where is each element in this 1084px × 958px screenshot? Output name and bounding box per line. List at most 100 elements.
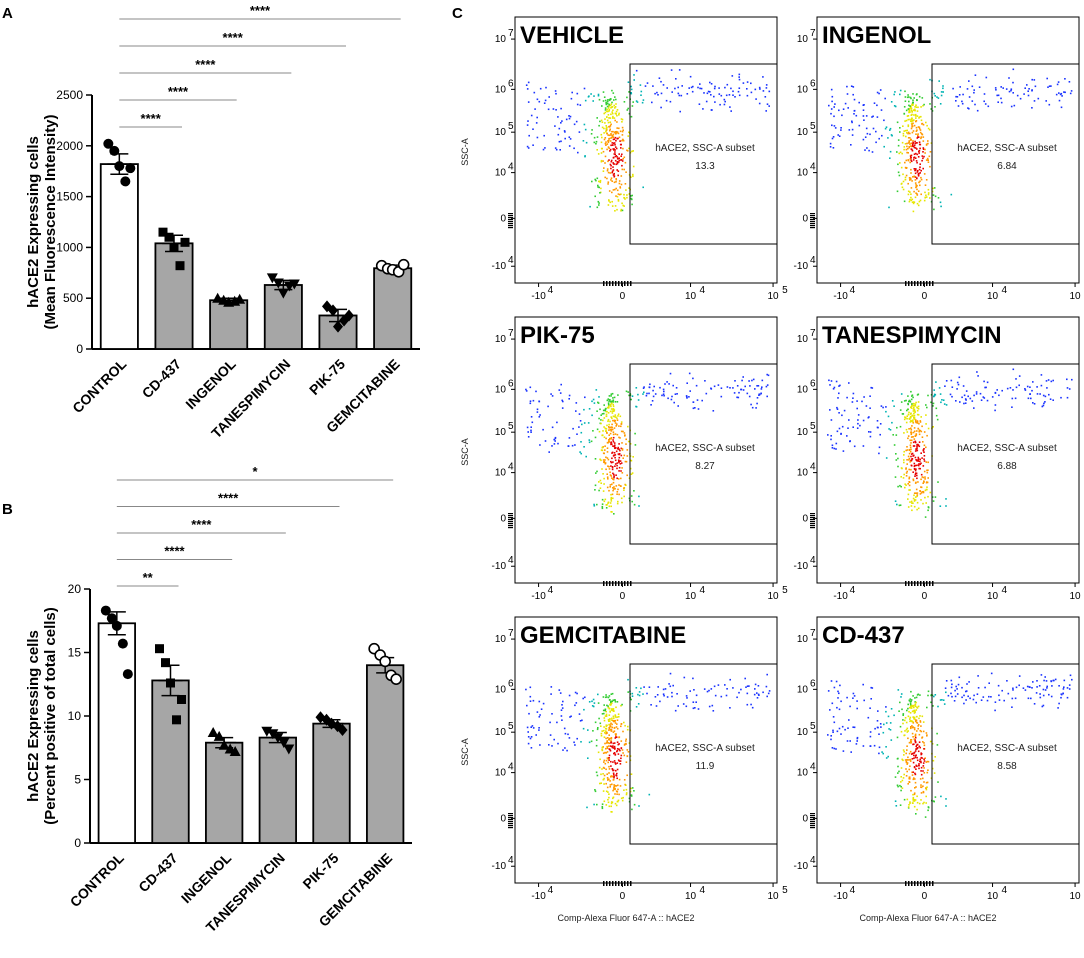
density-point [612,731,615,733]
density-point [596,410,598,412]
density-point [594,721,597,724]
density-point [616,448,619,450]
density-point [918,127,921,130]
density-point [615,113,617,115]
density-point [547,405,549,408]
density-point [1022,687,1025,689]
density-point [917,174,920,176]
density-point [906,417,908,420]
density-point [610,500,613,502]
density-point [613,163,615,165]
density-point [950,679,953,682]
density-point [605,130,607,133]
density-point [584,396,586,399]
density-point [830,88,833,91]
x-tick-label: 10 [685,591,697,602]
density-point [1042,688,1045,691]
density-point [612,138,615,141]
density-point [544,99,547,102]
density-point [586,806,588,809]
density-point [896,426,898,429]
density-point [1064,78,1066,80]
density-point [561,399,563,402]
density-point [608,793,610,795]
gate-box [629,363,778,545]
density-point [903,418,906,421]
density-point [758,102,761,105]
density-point [612,144,614,146]
density-point [900,730,903,733]
density-point [916,137,919,139]
y-tick-label: 10 [495,34,507,45]
density-point [911,111,913,113]
density-point [704,380,706,382]
density-point [614,96,616,98]
density-point [908,399,911,402]
density-point [899,504,902,506]
density-point [934,195,937,198]
density-point [610,113,612,116]
density-point [916,413,919,416]
density-point [619,760,622,762]
density-point [609,99,611,102]
density-point [631,105,634,107]
density-point [885,457,888,459]
density-point [906,142,908,145]
x-tick-exponent: 4 [548,585,554,596]
density-point [601,126,604,129]
density-point [903,473,905,476]
density-point [632,173,634,176]
density-point [720,94,723,97]
density-point [831,444,834,447]
density-point [965,699,967,701]
density-point [1010,88,1013,90]
density-point [606,168,609,170]
density-point [598,481,600,483]
density-point [604,498,607,501]
density-point [609,725,612,728]
density-point [620,797,623,800]
density-point [642,387,645,389]
density-point [646,692,648,695]
density-point [909,132,911,135]
density-point [909,750,912,753]
density-point [614,733,617,735]
axis-rug [508,813,513,815]
density-point [926,157,929,160]
x-tick-label: 10 [1070,591,1082,602]
density-point [908,418,911,420]
density-point [913,427,916,429]
density-point [616,777,618,780]
density-point [1012,689,1014,691]
density-point [910,416,912,419]
density-point [648,793,651,796]
density-point [912,140,914,142]
density-point [627,678,629,681]
density-point [968,80,970,82]
y-tick-exponent: 7 [810,628,816,639]
density-point [950,686,953,689]
density-point [921,476,924,478]
density-point [562,749,564,751]
density-point [905,467,907,469]
density-point [630,787,632,790]
y-tick-label: 10 [495,768,507,779]
density-point [1014,397,1017,400]
density-point [1043,679,1045,682]
density-point [984,386,986,389]
density-point [600,187,602,190]
density-point [611,400,614,402]
density-point [620,723,623,725]
y-tick-exponent: 4 [810,162,816,173]
density-point [699,83,701,85]
density-point [607,420,609,423]
density-point [651,101,653,104]
density-point [926,434,928,437]
axis-rug [603,881,605,886]
density-point [830,735,832,737]
y-tick-label: 10 [495,168,507,179]
axis-rug [627,281,629,286]
density-point [855,743,858,745]
density-point [913,190,915,193]
density-point [738,76,740,78]
